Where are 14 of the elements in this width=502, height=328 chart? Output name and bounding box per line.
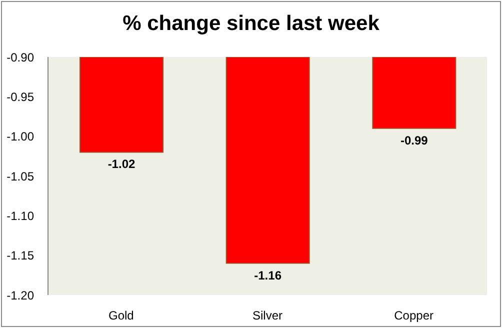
x-tick-label: Gold [108,308,134,323]
data-label: -1.16 [254,268,282,282]
y-tick-label: -1.00 [6,130,34,144]
x-tick-label: Silver [252,308,283,323]
y-tick-label: -1.15 [6,248,34,263]
y-tick-label: -0.90 [6,50,34,64]
x-tick-label: Copper [394,308,434,323]
data-label: -1.02 [108,157,136,172]
y-tick-label: -0.95 [6,90,34,104]
y-tick-label: -1.05 [6,169,34,184]
data-label: -0.99 [400,133,428,148]
chart-title: % change since last week [122,12,380,36]
y-tick-label: -1.10 [6,208,34,223]
y-tick-label: -1.20 [6,288,34,302]
